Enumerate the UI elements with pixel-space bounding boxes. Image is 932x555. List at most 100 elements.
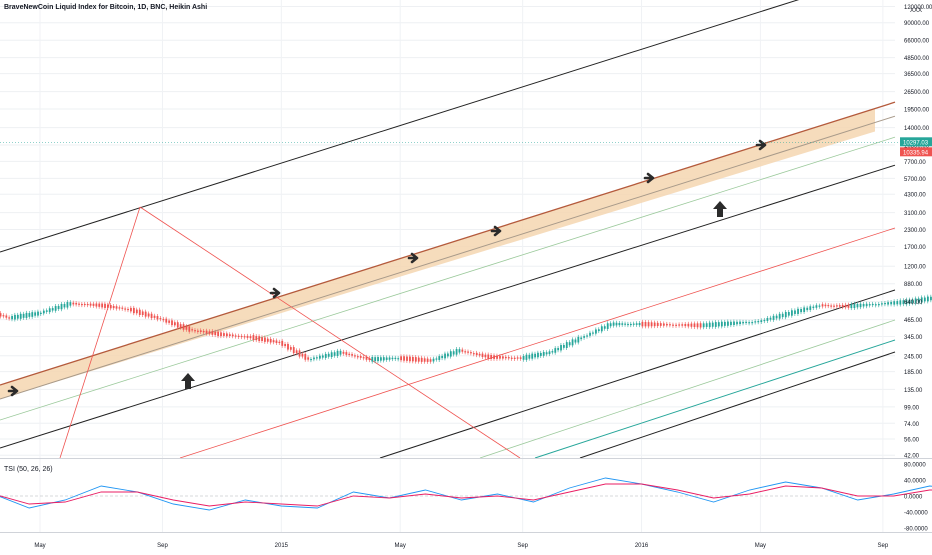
price-candle xyxy=(394,357,397,360)
price-candle xyxy=(806,307,809,311)
price-candle xyxy=(240,335,243,338)
price-candle xyxy=(557,347,560,351)
price-candle xyxy=(690,323,693,327)
price-candle xyxy=(72,302,75,305)
price-candle xyxy=(775,315,778,319)
y-tick-label: 120000.00 xyxy=(904,5,932,11)
price-candle xyxy=(635,323,638,325)
price-candle xyxy=(316,357,318,359)
price-candle xyxy=(504,356,507,359)
y-tick-label: 7700.00 xyxy=(904,160,926,166)
price-badge-secondary-label: 10335.94 xyxy=(903,150,929,156)
price-candle xyxy=(362,357,365,359)
price-candle xyxy=(727,321,729,326)
price-candle xyxy=(859,303,862,308)
price-candle xyxy=(60,303,63,310)
pitchfork-handle-line xyxy=(59,206,141,459)
price-candle xyxy=(385,357,388,360)
price-candle xyxy=(513,357,516,359)
price-candle xyxy=(812,306,815,309)
price-candle xyxy=(742,321,745,324)
price-candle xyxy=(159,318,162,320)
y-tick-label: 185.00 xyxy=(904,370,923,376)
price-candle xyxy=(391,357,394,360)
price-candle xyxy=(714,322,717,327)
price-candle xyxy=(522,355,525,360)
price-candle xyxy=(739,321,741,325)
y-tick-label: 19500.00 xyxy=(904,107,930,113)
price-candle xyxy=(627,323,629,326)
price-candle xyxy=(109,304,112,309)
price-candle xyxy=(784,311,787,318)
price-candle xyxy=(644,321,647,327)
price-candle xyxy=(101,303,104,308)
price-candle xyxy=(249,336,252,339)
price-candle xyxy=(351,354,354,356)
price-candle xyxy=(475,352,478,356)
price-candle xyxy=(54,306,57,311)
price-candle xyxy=(878,304,880,306)
price-candle xyxy=(551,351,554,353)
price-candle xyxy=(397,358,400,360)
price-candle xyxy=(336,350,339,356)
price-candle xyxy=(287,343,289,350)
price-candle xyxy=(371,357,374,362)
price-candle xyxy=(266,338,269,342)
price-candle xyxy=(516,357,519,359)
price-candle xyxy=(261,337,263,342)
x-tick-label: 2016 xyxy=(635,543,649,549)
price-candle xyxy=(252,335,255,341)
price-candle xyxy=(899,300,902,305)
price-candle xyxy=(197,330,199,332)
price-candle xyxy=(693,323,696,328)
price-candle xyxy=(417,357,420,362)
price-candle xyxy=(666,323,668,326)
lower-green-line xyxy=(479,319,896,459)
price-candle xyxy=(237,335,240,337)
price-candle xyxy=(659,323,662,326)
price-candle xyxy=(600,326,603,332)
price-candle xyxy=(208,331,211,334)
price-candle xyxy=(246,335,249,338)
price-candle xyxy=(833,305,835,307)
y-tick-label: 26500.00 xyxy=(904,90,930,96)
price-candle xyxy=(630,323,632,326)
price-candle xyxy=(681,324,684,326)
price-candle xyxy=(490,355,493,359)
price-candle xyxy=(141,311,144,315)
price-candle xyxy=(911,299,914,304)
pitchfork-median-green-line xyxy=(0,136,896,421)
price-candle xyxy=(406,356,408,361)
price-candle xyxy=(930,296,932,301)
price-candle xyxy=(330,352,333,358)
price-candle xyxy=(89,303,92,306)
price-candle xyxy=(228,334,231,336)
price-candle xyxy=(574,339,577,343)
price-candle xyxy=(853,303,856,309)
price-candle xyxy=(844,304,847,308)
y-tick-label: 14000.00 xyxy=(904,126,930,132)
price-candle xyxy=(724,321,726,326)
price-candle xyxy=(295,350,298,354)
price-candle xyxy=(641,321,644,327)
pitchfork-lower-line xyxy=(0,164,896,449)
price-candle xyxy=(156,316,159,320)
price-candle xyxy=(374,357,377,362)
price-candle xyxy=(760,320,763,322)
price-candle xyxy=(563,344,565,348)
tsi-y-tick-label: -80.0000 xyxy=(904,527,928,533)
price-candle xyxy=(519,357,522,359)
price-candle xyxy=(923,297,926,302)
price-candle xyxy=(730,321,732,326)
price-candle xyxy=(791,310,793,316)
price-candle xyxy=(905,299,908,305)
price-candle xyxy=(179,324,182,328)
lower-teal-line xyxy=(534,339,896,459)
price-candle xyxy=(304,353,307,360)
price-candle xyxy=(708,322,711,328)
price-candle xyxy=(766,317,769,321)
price-candle xyxy=(272,340,275,343)
price-candle xyxy=(16,314,19,319)
price-candle xyxy=(577,336,580,343)
